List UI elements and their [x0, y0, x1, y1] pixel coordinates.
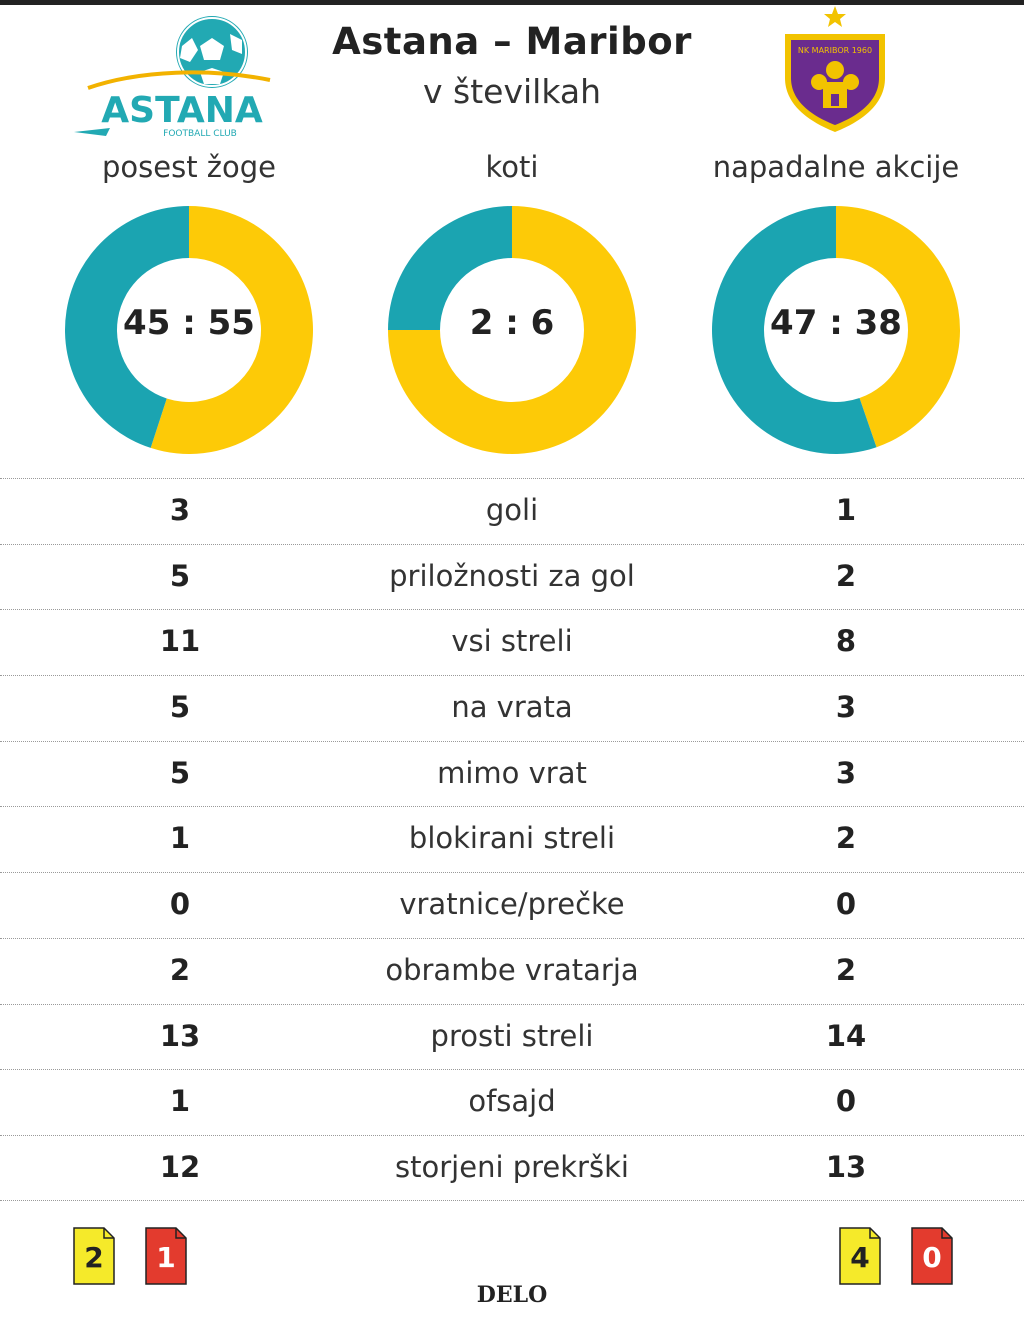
table-row: 5 mimo vrat 3 — [0, 740, 1024, 807]
table-row: 13 prosti streli 14 — [0, 1003, 1024, 1070]
stat-away-value: 3 — [835, 690, 857, 725]
donut-title-corners: koti — [485, 150, 539, 184]
stat-home-value: 1 — [169, 821, 191, 856]
stat-home-value: 5 — [169, 558, 191, 593]
table-row: 5 priložnosti za gol 2 — [0, 543, 1024, 610]
donut-score-attacks: 47 : 38 — [770, 303, 902, 343]
stat-away-value: 3 — [835, 755, 857, 790]
donut-slice-maribor — [150, 206, 313, 454]
stat-home-value: 0 — [169, 887, 191, 922]
chart-subtitle: v številkah — [423, 72, 601, 111]
donut-slice-astana — [388, 206, 512, 330]
yellow-cards-home: 2 — [84, 1241, 104, 1274]
stat-label: goli — [485, 493, 539, 527]
stats-table: 3 goli 1 5 priložnosti za gol 2 11 vsi streli 8 5… — [0, 478, 1024, 1201]
stat-home-value: 12 — [159, 1149, 201, 1184]
stat-home-value: 1 — [169, 1084, 191, 1119]
donut-attacks — [711, 206, 960, 454]
red-card-icon-away — [911, 1227, 953, 1285]
table-row: 1 blokirani streli 2 — [0, 806, 1024, 872]
astana-logo-subtitle: FOOTBALL CLUB — [163, 129, 237, 139]
stat-label: blokirani streli — [408, 821, 616, 856]
stat-home-value: 5 — [169, 755, 191, 790]
stat-label: vratnice/prečke — [399, 887, 625, 922]
stat-away-value: 14 — [825, 1018, 867, 1053]
source-credit: DELO — [476, 1282, 548, 1308]
stat-label: mimo vrat — [437, 755, 587, 790]
donut-score-possession: 45 : 55 — [123, 303, 255, 343]
top-rule — [0, 0, 1024, 5]
stat-away-value: 13 — [825, 1149, 867, 1184]
red-card-icon-home — [145, 1227, 187, 1285]
yellow-card-icon-away — [839, 1227, 881, 1285]
chart-title: Astana – Maribor — [332, 20, 692, 63]
table-row: 11 vsi streli 8 — [0, 609, 1024, 675]
stat-home-value: 13 — [159, 1018, 201, 1053]
maribor-logo-text: NK MARIBOR 1960 — [798, 46, 872, 55]
table-row: 5 na vrata 3 — [0, 675, 1024, 741]
stat-away-value: 8 — [835, 624, 857, 659]
stat-label: obrambe vratarja — [385, 952, 639, 987]
donut-slice-astana — [64, 206, 189, 448]
stat-home-value: 11 — [159, 624, 201, 659]
donut-score-corners: 2 : 6 — [469, 303, 555, 343]
table-row: 2 obrambe vratarja 2 — [0, 937, 1024, 1004]
stat-away-value: 2 — [835, 952, 857, 987]
donut-title-attacks: napadalne akcije — [712, 150, 960, 184]
donut-possession — [64, 206, 313, 454]
table-row: 12 storjeni prekrški 13 — [0, 1134, 1024, 1201]
stat-home-value: 3 — [169, 493, 191, 527]
stat-home-value: 2 — [169, 952, 191, 987]
stat-label: priložnosti za gol — [389, 558, 635, 593]
red-cards-home: 1 — [156, 1241, 176, 1274]
star-icon — [824, 6, 846, 27]
stat-away-value: 2 — [835, 558, 857, 593]
stat-label: na vrata — [451, 690, 573, 725]
maribor-logo: NK MARIBOR 1960 — [785, 6, 885, 132]
yellow-cards-away: 4 — [850, 1241, 870, 1274]
stat-away-value: 0 — [835, 1084, 857, 1119]
stat-home-value: 5 — [169, 690, 191, 725]
stat-label: vsi streli — [451, 624, 573, 659]
red-cards-away: 0 — [922, 1241, 942, 1274]
table-row: 0 vratnice/prečke 0 — [0, 872, 1024, 938]
stat-away-value: 0 — [835, 887, 857, 922]
stat-label: prosti streli — [430, 1018, 594, 1053]
donut-slice-maribor — [388, 206, 636, 454]
yellow-card-icon-home — [73, 1227, 115, 1285]
stat-away-value: 2 — [835, 821, 857, 856]
astana-logo-wordmark: ASTANA — [101, 90, 263, 131]
astana-logo: ASTANA FOOTBALL CLUB — [74, 16, 271, 139]
donut-corners — [388, 206, 636, 454]
stat-label: storjeni prekrški — [395, 1149, 629, 1184]
donut-slice-maribor — [836, 206, 960, 448]
table-row: 1 ofsajd 0 — [0, 1069, 1024, 1135]
stat-label: ofsajd — [468, 1084, 556, 1119]
donut-title-possession: posest žoge — [101, 150, 276, 184]
donut-slice-astana — [711, 206, 877, 454]
table-row: 3 goli 1 — [0, 478, 1024, 544]
football-icon — [176, 16, 248, 88]
stat-away-value: 1 — [835, 493, 857, 527]
